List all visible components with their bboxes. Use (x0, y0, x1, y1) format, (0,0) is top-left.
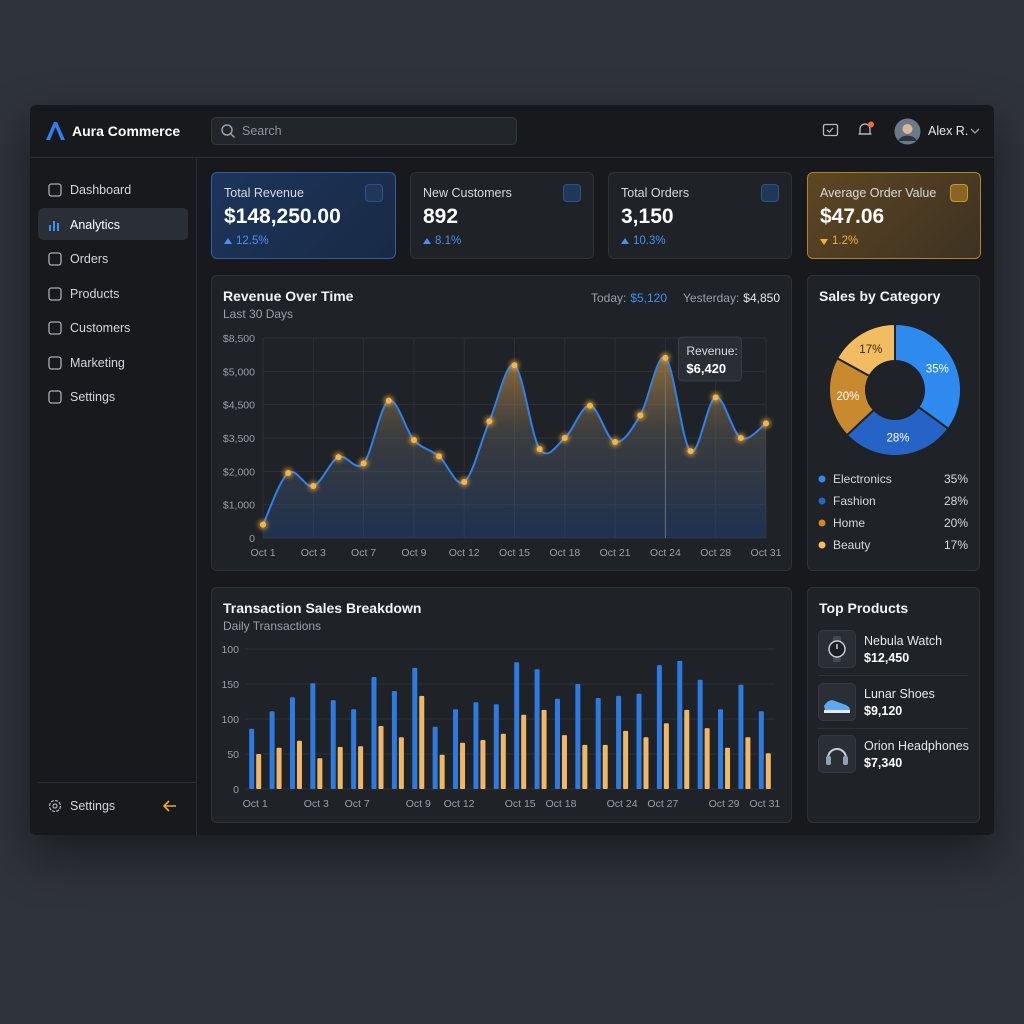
search-placeholder: Search (242, 124, 282, 138)
kpi-arrow (423, 238, 431, 244)
card-title: Top Products (819, 600, 909, 616)
kpi-arrow (224, 238, 232, 244)
nav-icon (48, 390, 62, 404)
kpi-card: Average Order Value $47.06 1.2% (807, 172, 981, 259)
nav-icon (48, 355, 62, 370)
sidebar-divider (196, 157, 197, 835)
nav-item[interactable]: Orders (70, 252, 109, 266)
nav-item[interactable]: Marketing (70, 355, 125, 370)
category-card (807, 275, 980, 571)
kpi-change: 12.5% (236, 235, 269, 247)
search-box[interactable] (211, 117, 517, 145)
product-value: $7,340 (864, 756, 903, 770)
kpi-arrow (621, 238, 629, 244)
nav-icon (48, 183, 62, 197)
brand: Aura Commerce (72, 123, 181, 139)
today-value: $5,120 (630, 291, 668, 305)
kpi-icon (950, 184, 968, 202)
product-thumb (818, 630, 856, 668)
avatar[interactable] (894, 118, 921, 145)
revenue-card (211, 275, 792, 571)
card-title: Transaction Sales Breakdown (223, 600, 422, 616)
product-value: $9,120 (864, 703, 903, 718)
kpi-change: 10.3% (633, 235, 666, 247)
kpi-label: New Customers (423, 186, 512, 200)
kpi-card: Total Orders 3,150 10.3% (608, 172, 792, 259)
kpi-value: 892 (423, 205, 459, 228)
kpi-label: Average Order Value (820, 186, 937, 200)
revenue-summary: Today: $5,120 Yesterday: $4,850 (591, 291, 780, 305)
product-divider (818, 675, 968, 676)
messages-icon[interactable] (822, 123, 840, 139)
kpi-value: $47.06 (820, 205, 885, 228)
product-image (828, 636, 846, 662)
kpi-arrow (820, 239, 828, 245)
kpi-label: Total Orders (621, 186, 690, 200)
product-name: Nebula Watch (864, 634, 943, 648)
kpi-value: 3,150 (621, 205, 674, 228)
nav-icon (49, 220, 59, 231)
settings-icon (48, 799, 62, 813)
card-subtitle: Daily Transactions (223, 619, 322, 633)
nav-item[interactable]: Customers (70, 321, 131, 335)
kpi-icon (563, 184, 581, 202)
product-name: Lunar Shoes (864, 686, 935, 701)
nav-icon (48, 286, 62, 301)
collapse-icon[interactable] (163, 800, 177, 812)
kpi-icon (761, 184, 779, 202)
nav-item[interactable]: Settings (70, 390, 116, 404)
kpi-change: 1.2% (832, 235, 859, 247)
nav-item[interactable]: Analytics (70, 217, 121, 232)
product-image (826, 748, 848, 765)
user-chevron (970, 128, 980, 134)
kpi-label: Total Revenue (224, 186, 304, 200)
kpi-card: New Customers 892 8.1% (410, 172, 594, 259)
user-name[interactable]: Alex R. (928, 124, 969, 138)
yesterday-label: Yesterday: (683, 291, 740, 305)
product-divider (818, 727, 968, 729)
product-name: Orion Headphones (864, 739, 969, 753)
header-divider (30, 157, 994, 158)
card-title: Sales by Category (819, 288, 941, 304)
search-icon (221, 124, 236, 139)
sidebar-footer[interactable]: Settings (70, 799, 116, 813)
product-value: $12,450 (864, 651, 910, 665)
kpi-change: 8.1% (435, 235, 462, 247)
today-label: Today: (590, 291, 627, 305)
kpi-card: Total Revenue $148,250.00 12.5% (211, 172, 396, 259)
product-thumb (818, 682, 856, 721)
active-highlight (38, 207, 188, 240)
nav-item[interactable]: Dashboard (70, 183, 132, 197)
yesterday-value: $4,850 (743, 291, 780, 305)
product-image (824, 699, 850, 713)
kpi-icon (365, 184, 383, 202)
nav-item[interactable]: Products (70, 286, 120, 301)
card-title: Revenue Over Time (223, 288, 354, 304)
notifications-icon[interactable] (856, 120, 876, 140)
nav-icon (48, 321, 62, 335)
sidebar-footer-divider (38, 782, 196, 783)
product-thumb (818, 735, 856, 773)
card-subtitle: Last 30 Days (223, 307, 294, 321)
nav-icon (48, 252, 62, 266)
logo (46, 122, 65, 140)
kpi-value: $148,250.00 (224, 205, 341, 228)
